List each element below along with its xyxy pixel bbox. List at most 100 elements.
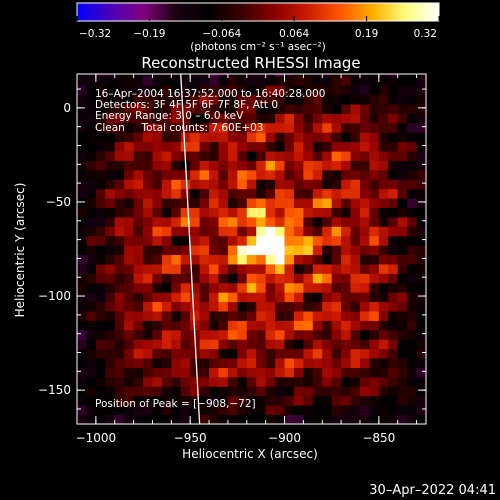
heatmap-cell: [256, 85, 267, 96]
heatmap-cell: [218, 339, 229, 350]
heatmap-cell: [209, 273, 219, 284]
heatmap-cell: [369, 254, 380, 265]
heatmap-cell: [227, 292, 238, 303]
heatmap-cell: [293, 75, 304, 86]
heatmap-cell: [105, 301, 116, 312]
heatmap-cell: [133, 414, 144, 424]
heatmap-cell: [331, 104, 342, 114]
heatmap-cell: [284, 405, 295, 415]
heatmap-cell: [161, 273, 172, 284]
heatmap-cell: [369, 74, 380, 77]
heatmap-cell: [105, 395, 116, 406]
heatmap-cell: [369, 235, 380, 246]
heatmap-cell: [143, 292, 153, 303]
heatmap-cell: [86, 85, 97, 96]
heatmap-cell: [227, 273, 238, 284]
heatmap-cell: [199, 395, 210, 406]
heatmap-cell: [77, 151, 87, 161]
heatmap-cell: [388, 414, 399, 424]
heatmap-cell: [95, 122, 106, 133]
heatmap-cell: [143, 151, 153, 161]
heatmap-cell: [312, 188, 323, 199]
heatmap-cell: [161, 329, 172, 340]
heatmap-cell: [388, 339, 399, 350]
heatmap-cell: [152, 301, 163, 312]
heatmap-cell: [218, 245, 229, 256]
heatmap-cell: [265, 188, 276, 199]
heatmap-cell: [227, 132, 238, 143]
heatmap-cell: [124, 405, 134, 415]
heatmap-cell: [256, 273, 267, 284]
heatmap-cell: [322, 94, 333, 105]
y-axis-label: Heliocentric Y (arcsec): [13, 183, 27, 318]
heatmap-cell: [114, 273, 125, 284]
heatmap-cell: [407, 282, 417, 293]
heatmap-cell: [407, 348, 417, 359]
heatmap-cell: [312, 85, 323, 96]
heatmap-cell: [209, 198, 219, 209]
heatmap-cell: [341, 160, 351, 171]
heatmap-cell: [124, 198, 134, 209]
heatmap-cell: [77, 339, 87, 350]
heatmap-cell: [284, 254, 295, 265]
heatmap-cell: [265, 207, 276, 218]
heatmap-cell: [350, 329, 361, 340]
heatmap-cell: [416, 245, 426, 256]
heatmap-cell: [312, 329, 323, 340]
heatmap-cell: [303, 358, 314, 368]
heatmap-cell: [265, 376, 276, 387]
heatmap-cell: [95, 198, 106, 209]
heatmap-cell: [77, 376, 87, 387]
heatmap-cell: [95, 405, 106, 415]
heatmap-cell: [161, 311, 172, 321]
heatmap-cell: [369, 339, 380, 350]
heatmap-cell: [190, 179, 201, 190]
heatmap-cell: [350, 292, 361, 303]
heatmap-cell: [152, 198, 163, 209]
heatmap-cell: [237, 132, 248, 143]
heatmap-cell: [161, 132, 172, 143]
heatmap-cell: [77, 358, 87, 368]
heatmap-cell: [124, 386, 134, 397]
heatmap-cell: [152, 395, 163, 406]
heatmap-cell: [350, 348, 361, 359]
heatmap-cell: [171, 226, 182, 237]
heatmap-cell: [388, 395, 399, 406]
heatmap-cell: [209, 160, 219, 171]
heatmap-cell: [284, 386, 295, 397]
heatmap-cell: [180, 367, 191, 378]
heatmap-cell: [77, 160, 87, 171]
heatmap-cell: [275, 113, 285, 124]
heatmap-cell: [180, 405, 191, 415]
heatmap-cell: [124, 74, 134, 77]
heatmap-cell: [293, 264, 304, 274]
heatmap-cell: [199, 358, 210, 368]
heatmap-cell: [397, 367, 408, 378]
heatmap-cell: [312, 160, 323, 171]
heatmap-cell: [397, 329, 408, 340]
heatmap-cell: [209, 74, 219, 77]
heatmap-cell: [209, 339, 219, 350]
heatmap-cell: [237, 358, 248, 368]
heatmap-cell: [322, 414, 333, 424]
heatmap-cell: [341, 301, 351, 312]
heatmap-cell: [171, 160, 182, 171]
heatmap-cell: [161, 104, 172, 114]
heatmap-cell: [256, 235, 267, 246]
heatmap-cell: [378, 386, 389, 397]
heatmap-cell: [180, 132, 191, 143]
heatmap-cell: [133, 386, 144, 397]
heatmap-cell: [161, 75, 172, 86]
heatmap-cell: [180, 104, 191, 114]
heatmap-cell: [388, 207, 399, 218]
heatmap-cell: [284, 85, 295, 96]
heatmap-cell: [124, 226, 134, 237]
heatmap-cell: [105, 160, 116, 171]
heatmap-cell: [369, 348, 380, 359]
heatmap-cell: [275, 367, 285, 378]
heatmap-cell: [171, 113, 182, 124]
heatmap-cell: [388, 74, 399, 77]
heatmap-cell: [237, 254, 248, 265]
heatmap-cell: [265, 141, 276, 152]
heatmap-cell: [312, 414, 323, 424]
